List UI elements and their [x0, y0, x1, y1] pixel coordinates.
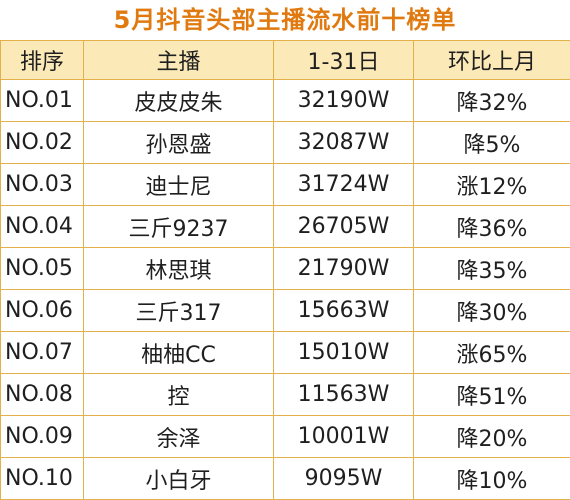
change-cell: 降5% — [413, 121, 570, 164]
rank-cell: NO.05 — [0, 247, 84, 290]
revenue-cell: 32190W — [273, 79, 414, 122]
streamer-cell: 小白牙 — [83, 457, 274, 500]
revenue-cell: 11563W — [273, 373, 414, 416]
revenue-cell: 10001W — [273, 415, 414, 458]
table-row: NO.08 控 11563W 降51% — [0, 373, 570, 416]
streamer-cell: 孙恩盛 — [83, 121, 274, 164]
change-cell: 降20% — [413, 415, 570, 458]
table-row: NO.07 柚柚CC 15010W 涨65% — [0, 331, 570, 374]
table-header-row: 排序 主播 1-31日 环比上月 — [0, 40, 570, 80]
rank-cell: NO.08 — [0, 373, 84, 416]
change-cell: 降32% — [413, 79, 570, 122]
rank-cell: NO.07 — [0, 331, 84, 374]
streamer-cell: 控 — [83, 373, 274, 416]
revenue-cell: 32087W — [273, 121, 414, 164]
ranking-table: 排序 主播 1-31日 环比上月 NO.01 皮皮皮朱 32190W 降32% … — [0, 40, 570, 500]
revenue-cell: 15010W — [273, 331, 414, 374]
change-cell: 降30% — [413, 289, 570, 332]
table-row: NO.02 孙恩盛 32087W 降5% — [0, 121, 570, 164]
header-streamer: 主播 — [83, 40, 274, 80]
table-row: NO.09 余泽 10001W 降20% — [0, 415, 570, 458]
change-cell: 降51% — [413, 373, 570, 416]
change-cell: 涨65% — [413, 331, 570, 374]
streamer-cell: 三斤317 — [83, 289, 274, 332]
table-row: NO.10 小白牙 9095W 降10% — [0, 457, 570, 500]
header-revenue: 1-31日 — [273, 40, 414, 80]
rank-cell: NO.01 — [0, 79, 84, 122]
revenue-cell: 21790W — [273, 247, 414, 290]
streamer-cell: 三斤9237 — [83, 205, 274, 248]
revenue-cell: 9095W — [273, 457, 414, 500]
rank-cell: NO.06 — [0, 289, 84, 332]
table-row: NO.04 三斤9237 26705W 降36% — [0, 205, 570, 248]
streamer-cell: 柚柚CC — [83, 331, 274, 374]
table-row: NO.01 皮皮皮朱 32190W 降32% — [0, 79, 570, 122]
change-cell: 涨12% — [413, 163, 570, 206]
change-cell: 降36% — [413, 205, 570, 248]
rank-cell: NO.04 — [0, 205, 84, 248]
streamer-cell: 皮皮皮朱 — [83, 79, 274, 122]
change-cell: 降35% — [413, 247, 570, 290]
revenue-cell: 31724W — [273, 163, 414, 206]
header-mom-change: 环比上月 — [413, 40, 570, 80]
rank-cell: NO.09 — [0, 415, 84, 458]
revenue-cell: 26705W — [273, 205, 414, 248]
table-row: NO.05 林思琪 21790W 降35% — [0, 247, 570, 290]
table-row: NO.03 迪士尼 31724W 涨12% — [0, 163, 570, 206]
page-title: 5月抖音头部主播流水前十榜单 — [113, 6, 457, 34]
table-row: NO.06 三斤317 15663W 降30% — [0, 289, 570, 332]
rank-cell: NO.10 — [0, 457, 84, 500]
streamer-cell: 林思琪 — [83, 247, 274, 290]
rank-cell: NO.03 — [0, 163, 84, 206]
streamer-cell: 迪士尼 — [83, 163, 274, 206]
revenue-cell: 15663W — [273, 289, 414, 332]
streamer-cell: 余泽 — [83, 415, 274, 458]
rank-cell: NO.02 — [0, 121, 84, 164]
change-cell: 降10% — [413, 457, 570, 500]
header-rank: 排序 — [0, 40, 84, 80]
